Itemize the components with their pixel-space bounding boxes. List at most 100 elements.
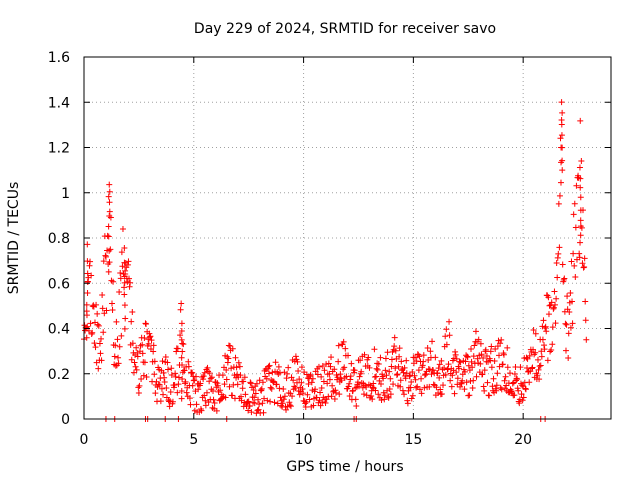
- data-point: [562, 347, 569, 354]
- data-point: [342, 345, 349, 352]
- data-point: [99, 292, 106, 299]
- data-point: [285, 364, 292, 371]
- data-point: [444, 366, 451, 373]
- data-point: [115, 360, 122, 367]
- data-point: [514, 376, 521, 383]
- data-point: [187, 401, 194, 408]
- data-point: [375, 361, 382, 368]
- data-point: [519, 397, 526, 404]
- data-point: [555, 200, 562, 207]
- data-point: [145, 340, 152, 347]
- data-point: [557, 179, 564, 186]
- data-point: [516, 400, 523, 407]
- data-point: [440, 382, 447, 389]
- data-point: [236, 363, 243, 370]
- data-point: [392, 347, 399, 354]
- data-point: [341, 364, 348, 371]
- data-point: [552, 301, 559, 308]
- data-point: [255, 396, 262, 403]
- data-point: [84, 289, 91, 296]
- data-point: [292, 385, 299, 392]
- data-point: [309, 375, 316, 382]
- data-point: [506, 370, 513, 377]
- data-point: [271, 399, 278, 406]
- data-point: [523, 354, 530, 361]
- data-point: [266, 362, 273, 369]
- data-point: [358, 368, 365, 375]
- data-point: [143, 320, 150, 327]
- data-point: [126, 283, 133, 290]
- data-point: [416, 353, 423, 360]
- data-point: [193, 401, 200, 408]
- data-point: [558, 144, 565, 151]
- data-point: [438, 357, 445, 364]
- y-tick-label: 0: [61, 412, 70, 428]
- data-point: [381, 396, 388, 403]
- data-point: [134, 353, 141, 360]
- data-point: [178, 300, 185, 307]
- data-point: [171, 381, 178, 388]
- data-point: [454, 375, 461, 382]
- data-point: [492, 346, 499, 353]
- data-point: [290, 377, 297, 384]
- data-point: [151, 358, 158, 365]
- data-point: [314, 371, 321, 378]
- data-point: [482, 346, 489, 353]
- data-point: [225, 342, 232, 349]
- data-point: [214, 382, 221, 389]
- data-point: [251, 400, 258, 407]
- data-point: [167, 389, 174, 396]
- data-point: [419, 362, 426, 369]
- data-point: [404, 397, 411, 404]
- data-point: [198, 407, 205, 414]
- data-point: [496, 352, 503, 359]
- data-point: [269, 378, 276, 385]
- data-point: [420, 358, 427, 365]
- data-point: [387, 391, 394, 398]
- data-point: [98, 335, 105, 342]
- data-point: [318, 373, 325, 380]
- data-point: [530, 346, 537, 353]
- data-point: [375, 391, 382, 398]
- data-point: [374, 366, 381, 373]
- data-point: [268, 385, 275, 392]
- data-point: [254, 407, 261, 414]
- data-point: [217, 387, 224, 394]
- data-point: [421, 372, 428, 379]
- data-point: [577, 184, 584, 191]
- data-point: [538, 353, 545, 360]
- data-point: [583, 336, 590, 343]
- data-point: [322, 399, 329, 406]
- data-point: [146, 330, 153, 337]
- data-point: [317, 402, 324, 409]
- data-point: [493, 382, 500, 389]
- data-point: [296, 376, 303, 383]
- data-point: [494, 370, 501, 377]
- data-point: [273, 381, 280, 388]
- data-point: [470, 353, 477, 360]
- data-point: [238, 393, 245, 400]
- data-point: [448, 383, 455, 390]
- data-point: [305, 381, 312, 388]
- data-point: [304, 391, 311, 398]
- data-point: [256, 377, 263, 384]
- data-point: [228, 365, 235, 372]
- data-point: [566, 308, 573, 315]
- data-point: [234, 381, 241, 388]
- data-point: [147, 333, 154, 340]
- data-point: [225, 355, 232, 362]
- data-point: [121, 325, 128, 332]
- data-point: [276, 369, 283, 376]
- data-point: [118, 332, 125, 339]
- data-point: [536, 363, 543, 370]
- data-point: [488, 364, 495, 371]
- data-point: [542, 323, 549, 330]
- data-point: [565, 355, 572, 362]
- data-point: [535, 366, 542, 373]
- data-point: [534, 356, 541, 363]
- data-point: [179, 361, 186, 368]
- x-tick-label: 15: [404, 432, 422, 448]
- data-point: [446, 318, 453, 325]
- data-point: [202, 402, 209, 409]
- data-point: [582, 298, 589, 305]
